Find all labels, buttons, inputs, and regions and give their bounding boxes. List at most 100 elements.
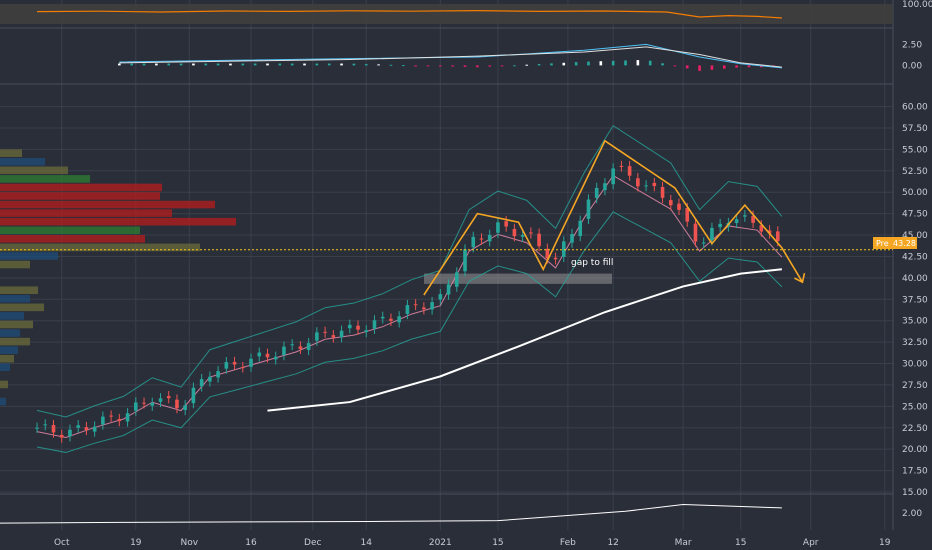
price-tick-label: 17.50 (902, 467, 928, 477)
candle-body (775, 231, 780, 242)
macd-hist-bar (266, 63, 269, 66)
price-badge-prefix: Pre (876, 239, 889, 248)
x-tick-label: 16 (245, 538, 257, 548)
macd-hist-bar (389, 64, 393, 66)
volume-profile (0, 149, 236, 406)
x-tick-label: Dec (304, 538, 321, 548)
macd-hist-bar (414, 65, 417, 67)
x-tick-label: 15 (735, 538, 746, 548)
volume-profile-row (0, 346, 18, 354)
candle-body (240, 367, 245, 369)
candle-body (454, 272, 459, 287)
x-tick-label: Nov (181, 538, 199, 548)
volume-indicator-panel (0, 503, 782, 524)
candle-body (759, 225, 764, 232)
macd-hist-bar (599, 61, 603, 66)
price-tick-label: 37.50 (902, 295, 928, 305)
candle-body (339, 330, 344, 338)
macd-hist-bar (624, 60, 627, 66)
volume-profile-row (0, 157, 45, 166)
price-tick-label: 60.00 (902, 103, 928, 113)
macd-hist-bar (636, 60, 640, 66)
macd-hist-bar (253, 63, 257, 66)
macd-hist-bar (760, 65, 763, 68)
x-tick-label: 14 (361, 538, 373, 548)
candle-body (537, 233, 541, 247)
volume-profile-row (0, 312, 24, 320)
candle-body (199, 379, 204, 387)
volume-profile-row (0, 166, 68, 175)
macd-hist-bar (290, 63, 294, 66)
candle-body (150, 402, 155, 406)
candle-body (249, 358, 253, 367)
bollinger-upper (36, 124, 783, 418)
candle-body (92, 426, 97, 432)
candle-body (743, 215, 747, 217)
volume-profile-row (0, 337, 30, 346)
candle-body (76, 425, 80, 428)
volume-indicator-line (0, 503, 782, 524)
volume-profile-row (0, 226, 140, 235)
candle-body (290, 344, 294, 346)
macd-hist-bar (574, 62, 578, 66)
candle-body (644, 185, 648, 187)
candle-body (463, 249, 467, 272)
candle-body (134, 402, 138, 411)
price-tick-label: 55.00 (902, 145, 928, 155)
macd-hist-bar (661, 63, 664, 66)
macd-hist-bar (118, 63, 121, 66)
volume-profile-row (0, 192, 160, 200)
candle-body (364, 330, 369, 332)
macd-hist-bar (710, 65, 714, 70)
macd-hist-bar (179, 63, 183, 66)
volume-profile-row (0, 397, 6, 406)
price-badge-box (873, 237, 917, 249)
rsi-band (0, 4, 893, 24)
candle-body (718, 223, 722, 228)
macd-signal-line (119, 46, 782, 68)
candle-body (389, 318, 393, 321)
x-tick-label: 15 (492, 538, 503, 548)
candle-body (175, 399, 179, 409)
macd-hist-bar (142, 63, 146, 66)
price-tick-label: 57.50 (902, 124, 928, 134)
macd-hist-bar (340, 63, 343, 66)
x-tick-label: 2021 (429, 538, 452, 548)
candle-body (265, 353, 270, 358)
volume-profile-row (0, 380, 8, 389)
price-tick-label: 30.00 (902, 360, 928, 370)
macd-hist-bar (735, 65, 738, 68)
candle-body (397, 316, 401, 323)
candle-body (282, 346, 286, 356)
price-tick-label: 42.50 (902, 252, 928, 262)
macd-hist-bar (537, 64, 541, 66)
price-tick-label: 35.00 (902, 317, 928, 327)
candle-body (611, 168, 615, 185)
macd-hist-bar (488, 65, 492, 67)
candle-body (636, 178, 640, 187)
macd-hist-bar (426, 65, 430, 67)
candle-body (323, 331, 327, 333)
macd-hist-bar (439, 65, 442, 67)
gap-zone (424, 273, 612, 284)
candle-body (208, 376, 212, 382)
macd-hist-bar (241, 63, 245, 66)
volume-profile-row (0, 303, 44, 312)
candle-body (257, 352, 262, 357)
macd-hist-bar (352, 63, 356, 66)
macd-hist-bar (364, 64, 368, 66)
candle-body (520, 234, 525, 237)
candle-body (224, 362, 229, 369)
x-tick-label: Feb (560, 538, 576, 548)
macd-hist-bar (401, 65, 405, 67)
candle-body (430, 302, 434, 310)
candle-body (668, 200, 673, 206)
volume-profile-row (0, 363, 10, 372)
x-tick-label: 19 (130, 538, 142, 548)
volume-profile-row (0, 200, 215, 209)
volume-profile-row (0, 260, 30, 269)
macd-hist-bar (229, 63, 232, 66)
price-badge-value: 43.28 (893, 239, 916, 248)
macd-hist-bar (611, 60, 615, 66)
